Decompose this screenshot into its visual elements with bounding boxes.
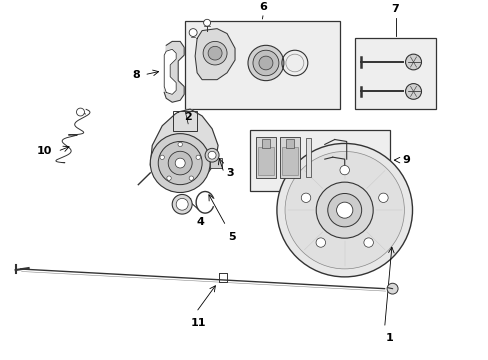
Bar	[354, 39, 436, 109]
Circle shape	[315, 238, 325, 247]
Circle shape	[175, 158, 185, 168]
Text: 10: 10	[37, 146, 52, 156]
Circle shape	[327, 193, 361, 227]
Circle shape	[285, 152, 404, 269]
Polygon shape	[164, 41, 184, 102]
Circle shape	[204, 148, 219, 162]
Circle shape	[189, 176, 193, 180]
Circle shape	[259, 56, 272, 70]
Circle shape	[172, 194, 192, 214]
Circle shape	[247, 45, 284, 81]
Text: 1: 1	[385, 333, 393, 343]
Circle shape	[276, 143, 412, 277]
Bar	[262, 139, 269, 148]
Text: 4: 4	[196, 217, 203, 227]
Bar	[258, 147, 273, 175]
Text: 3: 3	[225, 168, 233, 178]
Text: 11: 11	[190, 318, 205, 328]
Circle shape	[208, 46, 222, 60]
Circle shape	[160, 155, 164, 159]
Circle shape	[316, 182, 372, 238]
Circle shape	[405, 84, 421, 99]
Bar	[185, 21, 339, 109]
Circle shape	[301, 193, 310, 202]
Circle shape	[386, 283, 397, 294]
Text: 5: 5	[227, 232, 235, 242]
Bar	[305, 138, 310, 177]
Text: 8: 8	[132, 70, 140, 80]
Circle shape	[76, 108, 84, 116]
Circle shape	[176, 198, 188, 210]
Circle shape	[158, 141, 202, 185]
Circle shape	[178, 142, 182, 147]
Bar	[281, 147, 297, 175]
Text: 6: 6	[259, 2, 266, 12]
Circle shape	[189, 29, 197, 36]
Circle shape	[208, 151, 216, 159]
Text: 7: 7	[391, 4, 399, 14]
Circle shape	[168, 151, 192, 175]
Circle shape	[166, 176, 171, 180]
Circle shape	[336, 202, 352, 218]
Text: 2: 2	[184, 112, 192, 122]
Bar	[255, 136, 275, 178]
Bar	[210, 158, 222, 168]
Circle shape	[363, 238, 373, 247]
Bar	[173, 111, 197, 131]
Circle shape	[378, 193, 387, 202]
Circle shape	[405, 54, 421, 70]
Text: 9: 9	[402, 155, 409, 165]
Bar	[249, 130, 389, 190]
Circle shape	[339, 166, 349, 175]
Bar	[279, 136, 299, 178]
Circle shape	[252, 50, 278, 76]
Circle shape	[203, 41, 226, 65]
Circle shape	[203, 19, 210, 26]
Bar	[285, 139, 293, 148]
Polygon shape	[195, 29, 235, 80]
Circle shape	[196, 155, 200, 159]
Polygon shape	[164, 49, 176, 94]
Polygon shape	[150, 109, 218, 190]
Circle shape	[150, 134, 210, 193]
